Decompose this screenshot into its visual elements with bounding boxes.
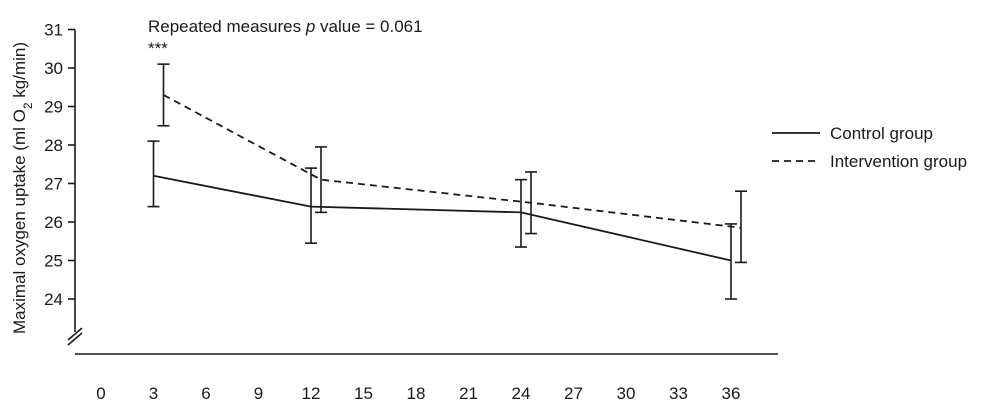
y-tick-label: 31 <box>44 21 63 40</box>
series-intervention <box>157 63 747 264</box>
y-tick-label: 25 <box>44 252 63 271</box>
x-tick-label: 30 <box>617 384 636 403</box>
y-tick-label: 27 <box>44 175 63 194</box>
y-axis-break-mark <box>67 332 83 346</box>
y-tick-label: 26 <box>44 213 63 232</box>
y-tick-label: 30 <box>44 59 63 78</box>
x-tick-label: 18 <box>407 384 426 403</box>
x-tick-label: 3 <box>149 384 158 403</box>
annotation-prefix: Repeated measures <box>148 17 306 36</box>
x-tick-label: 21 <box>459 384 478 403</box>
annotation-p-symbol: p <box>305 17 315 36</box>
x-tick-label: 33 <box>669 384 688 403</box>
x-tick-label: 6 <box>201 384 210 403</box>
y-tick-label: 29 <box>44 98 63 117</box>
x-tick-label: 0 <box>96 384 105 403</box>
x-tick-label: 24 <box>512 384 531 403</box>
y-axis: 24 25 26 27 28 29 30 31 <box>44 21 83 346</box>
legend-label: Intervention group <box>830 152 967 171</box>
y-tick-label: 24 <box>44 290 63 309</box>
series-control <box>147 140 737 300</box>
x-tick-label: 9 <box>254 384 263 403</box>
series-layer <box>147 63 747 300</box>
legend-label: Control group <box>830 124 933 143</box>
legend: Control group Intervention group <box>772 124 967 171</box>
y-axis-title: Maximal oxygen uptake (ml O2 kg/min) <box>10 42 35 334</box>
x-tick-label: 12 <box>302 384 321 403</box>
y-axis-break-mark <box>67 327 83 341</box>
y-axis-title-subscript: 2 <box>21 102 35 109</box>
series-line <box>153 174 732 262</box>
x-tick-label: 27 <box>564 384 583 403</box>
y-axis-title-suffix: kg/min) <box>10 42 29 102</box>
annotation-text: Repeated measures p value = 0.061 <box>148 17 423 36</box>
annotation-suffix: value = 0.061 <box>315 17 422 36</box>
y-axis-title-main: Maximal oxygen uptake (ml O <box>10 109 29 334</box>
x-tick-label: 15 <box>354 384 373 403</box>
series-line <box>163 94 742 229</box>
x-axis: 0 3 6 9 12 15 18 21 24 27 30 33 36 <box>75 353 778 403</box>
x-tick-label: 36 <box>722 384 741 403</box>
significance-marker: *** <box>148 39 168 58</box>
y-tick-label: 28 <box>44 136 63 155</box>
